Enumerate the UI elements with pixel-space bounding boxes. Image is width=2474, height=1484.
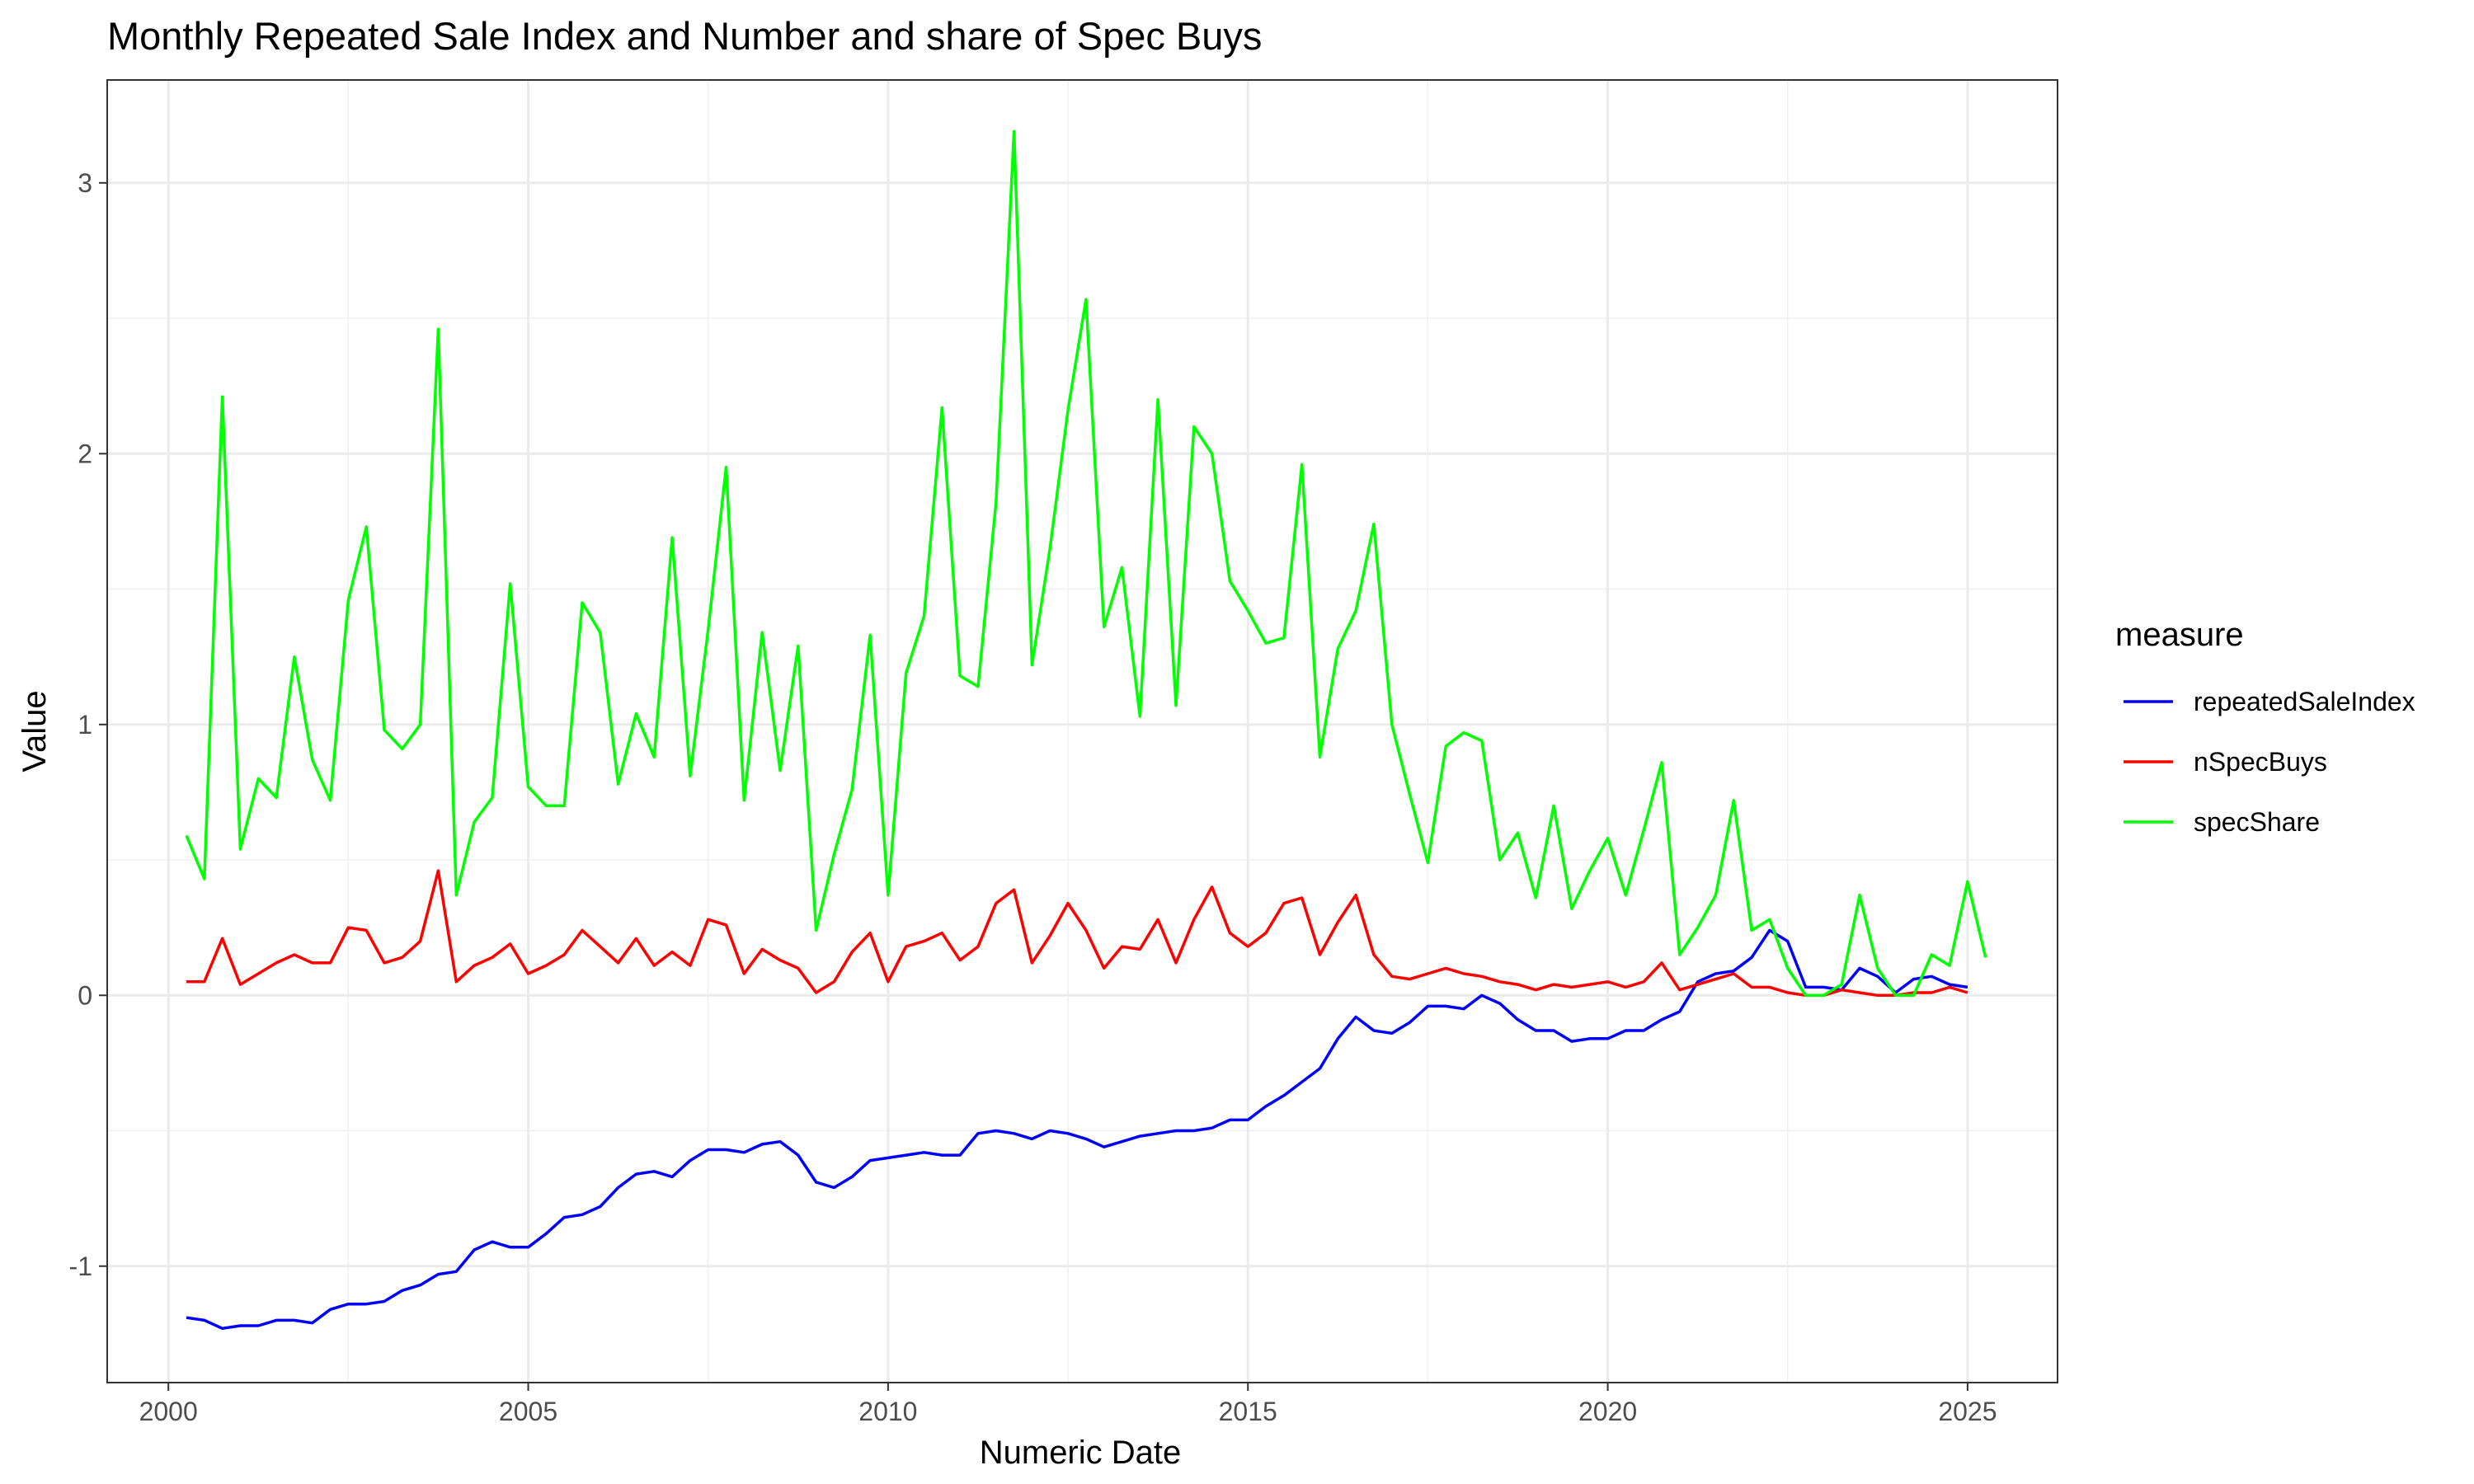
minor-gridlines (107, 80, 2058, 1383)
series-line-repeatedSaleIndex (186, 928, 1968, 1331)
chart-title: Monthly Repeated Sale Index and Number a… (107, 14, 1262, 58)
x-tick-label: 2005 (499, 1397, 557, 1426)
x-tick-label: 2010 (858, 1397, 917, 1426)
legend-title: measure (2115, 617, 2244, 653)
x-tick-label: 2015 (1219, 1397, 1277, 1426)
y-tick-label: 2 (78, 439, 92, 468)
legend-label-nSpecBuys: nSpecBuys (2194, 747, 2327, 777)
x-tick-label: 2025 (1938, 1397, 1997, 1426)
y-axis: -1 0 1 2 3 (69, 168, 107, 1281)
x-tick-label: 2000 (139, 1397, 198, 1426)
legend-label-specShare: specShare (2194, 807, 2320, 837)
legend-label-repeatedSaleIndex: repeatedSaleIndex (2194, 687, 2415, 716)
legend-items: repeatedSaleIndex nSpecBuys specShare (2124, 687, 2415, 837)
legend: measure repeatedSaleIndex nSpecBuys specSh… (2115, 617, 2415, 837)
x-axis: 2000 2005 2010 2015 2020 2025 (139, 1383, 1997, 1426)
series-lines (185, 129, 1987, 1331)
y-tick-label: 3 (78, 168, 92, 198)
x-axis-label: Numeric Date (980, 1435, 1182, 1471)
x-tick-label: 2020 (1578, 1397, 1637, 1426)
y-tick-label: 0 (78, 980, 92, 1010)
series-line-nSpecBuys (186, 869, 1968, 998)
y-axis-label: Value (16, 690, 53, 772)
major-gridlines (107, 80, 2058, 1383)
series-line-specShare (185, 129, 1987, 998)
y-tick-label: -1 (69, 1252, 92, 1281)
plot-panel-border (106, 79, 2058, 1383)
y-tick-label: 1 (78, 710, 92, 740)
